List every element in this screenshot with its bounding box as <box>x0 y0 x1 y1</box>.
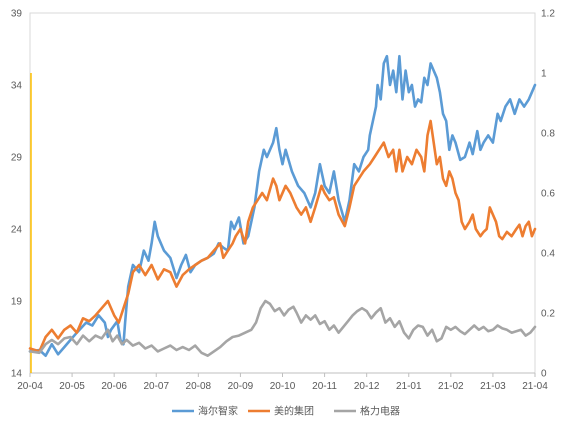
x-tick-label: 21-02 <box>438 381 464 392</box>
right-y-tick-label: 1.2 <box>541 9 555 20</box>
legend-item: 格力电器 <box>334 405 400 418</box>
right-y-tick-label: 0.6 <box>541 189 555 200</box>
x-tick-label: 20-10 <box>270 381 296 392</box>
x-tick-label: 20-11 <box>312 381 337 392</box>
series-line-1 <box>28 54 537 357</box>
left-y-tick-label: 19 <box>11 297 23 308</box>
left-y-tick-label: 39 <box>11 9 23 20</box>
x-tick-label: 20-12 <box>354 381 380 392</box>
left-y-tick-label: 24 <box>11 225 23 236</box>
series-lines <box>28 54 537 357</box>
legend: 海尔智家 美的集团 格力电器 <box>172 405 400 418</box>
series-line-3 <box>28 299 537 357</box>
x-axis-ticks: 20-04 20-05 20-06 20-07 20-08 20-09 20-10 20-11… <box>17 381 548 392</box>
x-tick-label: 20-05 <box>59 381 85 392</box>
right-y-tick-label: 0.4 <box>541 249 555 260</box>
right-axis-ticks: 0 0.2 0.4 0.6 0.8 1 1.2 <box>541 9 555 380</box>
left-axis-ticks: 14 19 24 29 34 39 <box>11 9 23 380</box>
series-line-2 <box>28 119 537 353</box>
legend-label: 海尔智家 <box>198 405 238 418</box>
legend-label: 美的集团 <box>274 405 314 418</box>
x-tick-label: 21-03 <box>480 381 506 392</box>
x-tick-label: 20-06 <box>101 381 127 392</box>
legend-item: 美的集团 <box>248 405 314 418</box>
x-tick-label: 20-04 <box>17 381 43 392</box>
x-tick-label: 20-08 <box>186 381 212 392</box>
right-y-tick-label: 0.2 <box>541 309 555 320</box>
x-tick-label: 21-01 <box>396 381 422 392</box>
right-y-tick-label: 0 <box>541 369 547 380</box>
legend-item: 海尔智家 <box>172 405 238 418</box>
right-y-tick-label: 1 <box>541 69 547 80</box>
x-tick-label: 20-07 <box>143 381 169 392</box>
legend-label: 格力电器 <box>360 405 400 418</box>
left-y-tick-label: 34 <box>11 81 23 92</box>
left-y-tick-label: 14 <box>11 369 23 380</box>
x-tick-label: 21-04 <box>522 381 548 392</box>
x-tick-label: 20-09 <box>228 381 254 392</box>
plot-area <box>29 12 536 377</box>
left-y-tick-label: 29 <box>11 153 23 164</box>
right-y-tick-label: 0.8 <box>541 129 555 140</box>
